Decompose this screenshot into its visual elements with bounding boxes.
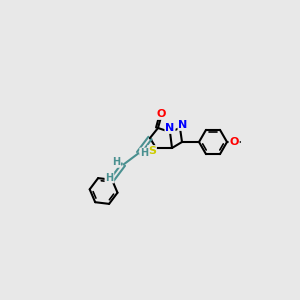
Text: O: O bbox=[156, 109, 166, 119]
Text: H: H bbox=[105, 172, 113, 183]
Text: N: N bbox=[178, 120, 188, 130]
Text: H: H bbox=[140, 148, 148, 158]
Text: H: H bbox=[112, 157, 120, 167]
Text: N: N bbox=[165, 123, 175, 133]
Text: S: S bbox=[148, 146, 156, 156]
Text: O: O bbox=[230, 137, 239, 147]
